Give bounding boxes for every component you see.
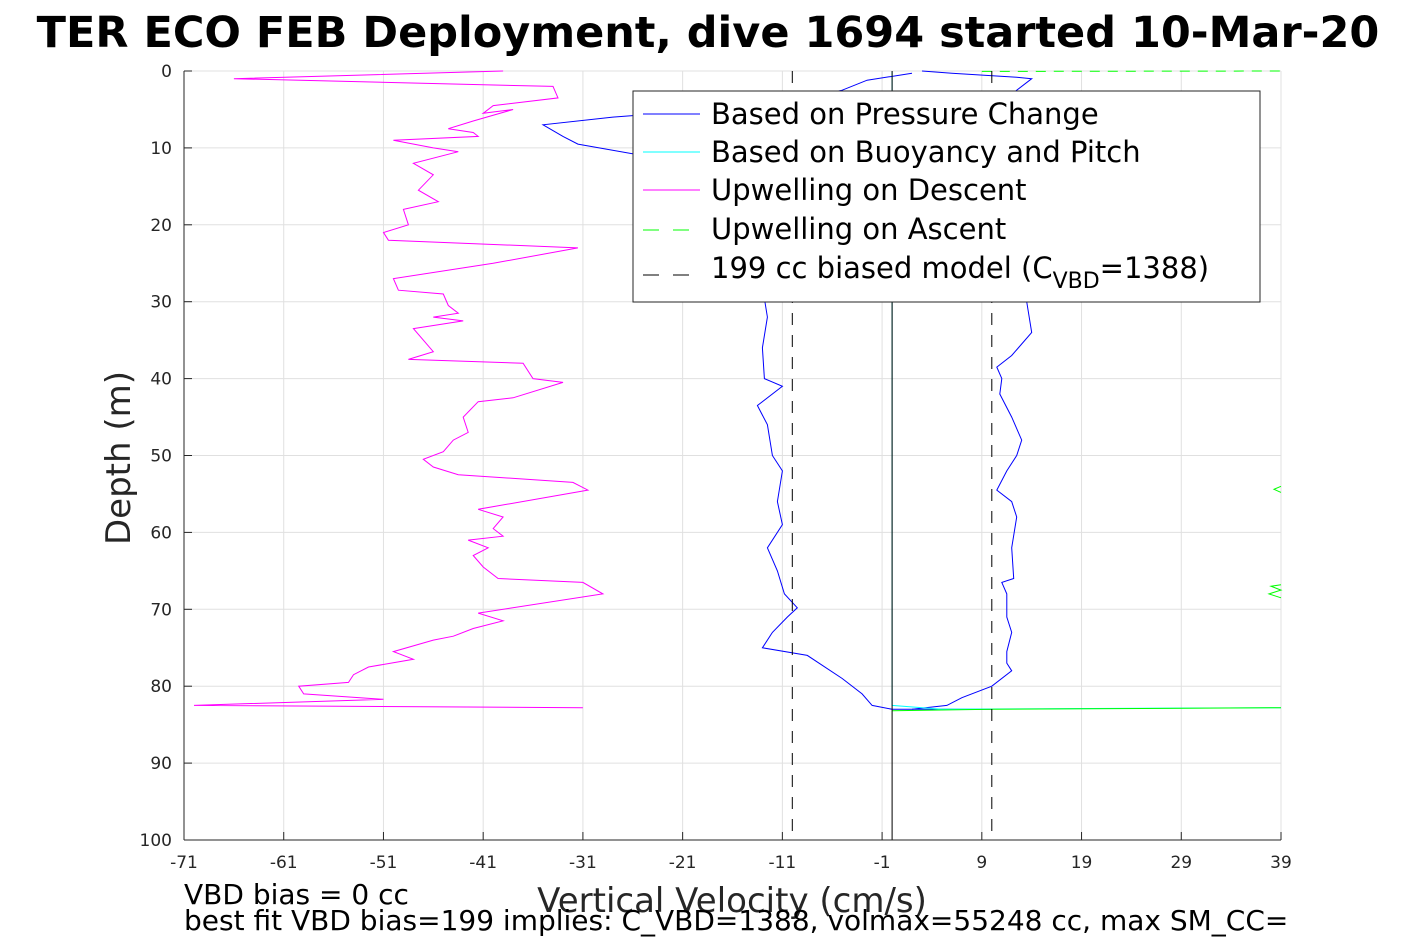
y-tick-label: 70	[150, 600, 172, 620]
series-group	[193, 70, 1283, 840]
legend-label-model-sub: VBD	[1053, 269, 1100, 294]
legend-label-descent: Upwelling on Descent	[711, 173, 1027, 207]
x-tick-label: -71	[170, 853, 198, 873]
legend-label-pressure: Based on Pressure Change	[711, 97, 1099, 131]
y-tick-label: 20	[150, 216, 172, 236]
x-tick-label: -51	[370, 853, 398, 873]
x-tick-label: -41	[469, 853, 497, 873]
y-tick-label: 40	[150, 370, 172, 390]
x-tick-label: -31	[569, 853, 597, 873]
x-tick-labels: -71 -61 -51 -41 -31 -21 -11 -1 9 19 29 39	[170, 853, 1292, 873]
legend-label-model-tail: =1388)	[1100, 251, 1209, 285]
x-tick-label: 19	[1071, 853, 1093, 873]
legend-box	[632, 90, 1261, 303]
series-line-5	[892, 707, 1282, 712]
series-line-0	[541, 72, 992, 710]
y-tick-label: 10	[150, 139, 172, 159]
legend-label-buoyancy: Based on Buoyancy and Pitch	[711, 135, 1141, 169]
x-tick-label: 39	[1270, 853, 1292, 873]
y-axis-label: Depth (m)	[99, 371, 139, 545]
legend: Based on Pressure Change Based on Buoyan…	[632, 90, 1261, 303]
x-tick-label: 9	[976, 853, 987, 873]
vbd-bias-note: VBD bias = 0 cc	[184, 878, 409, 911]
y-tick-label: 30	[150, 293, 172, 313]
series-line-7	[1267, 584, 1283, 599]
x-tick-label: -21	[669, 853, 697, 873]
legend-label-model-main: 199 cc biased model (C	[711, 251, 1053, 285]
y-tick-label: 100	[140, 831, 172, 851]
legend-label-ascent: Upwelling on Ascent	[711, 212, 1006, 246]
series-line-6	[1272, 485, 1282, 493]
best-fit-note: best fit VBD bias=199 implies: C_VBD=138…	[184, 904, 1288, 937]
x-axis-label: Vertical Velocity (cm/s)	[537, 881, 927, 921]
chart-title: TER ECO FEB Deployment, dive 1694 starte…	[37, 8, 1380, 58]
x-tick-label: -61	[270, 853, 298, 873]
y-tick-labels: 0 10 20 30 40 50 60 70 80 90 100	[140, 62, 172, 851]
y-tick-label: 60	[150, 523, 172, 543]
y-tick-label: 90	[150, 754, 172, 774]
legend-label-model: 199 cc biased model (CVBD=1388)	[711, 251, 1209, 294]
y-tick-label: 50	[150, 447, 172, 467]
x-tick-label: -1	[874, 853, 891, 873]
series-line-3	[193, 70, 605, 709]
x-tick-label: 29	[1170, 853, 1192, 873]
y-tick-label: 80	[150, 677, 172, 697]
y-tick-label: 0	[161, 62, 172, 82]
x-tick-label: -11	[768, 853, 796, 873]
